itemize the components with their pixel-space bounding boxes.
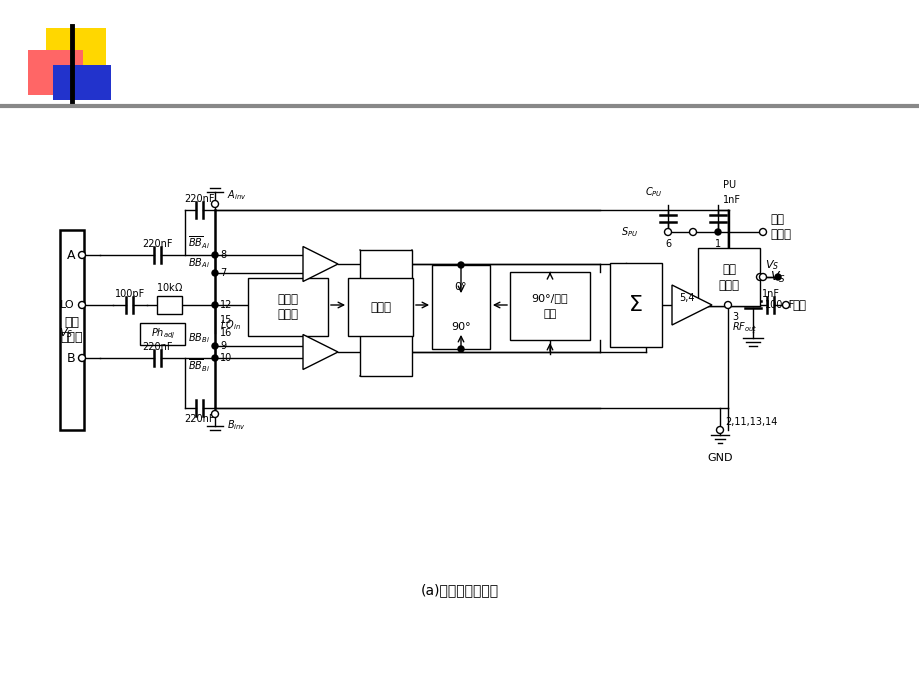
- Text: $\overline{BB}_{Ai}$: $\overline{BB}_{Ai}$: [187, 235, 210, 251]
- Text: (a)电路原理方框图: (a)电路原理方框图: [421, 583, 498, 597]
- Circle shape: [782, 302, 789, 308]
- Text: GND: GND: [707, 453, 732, 463]
- Circle shape: [458, 262, 463, 268]
- Text: 耗模式: 耗模式: [718, 279, 739, 291]
- Circle shape: [664, 228, 671, 235]
- Text: $V_S$: $V_S$: [59, 326, 73, 340]
- Bar: [609, 263, 662, 347]
- Text: 100pF: 100pF: [115, 289, 145, 299]
- Circle shape: [78, 302, 85, 308]
- Text: 低功: 低功: [721, 262, 735, 275]
- Bar: [509, 272, 589, 340]
- Text: 2,11,13,14: 2,11,13,14: [724, 417, 777, 427]
- Text: 0°: 0°: [454, 282, 467, 292]
- Circle shape: [759, 273, 766, 281]
- Text: 低功
耗模式: 低功 耗模式: [769, 213, 790, 241]
- Text: $BB_{Bi}$: $BB_{Bi}$: [187, 331, 210, 345]
- Bar: [359, 250, 412, 296]
- Text: 9: 9: [220, 341, 226, 351]
- Text: $S_{PU}$: $S_{PU}$: [620, 225, 637, 239]
- Text: 1nF: 1nF: [761, 289, 779, 299]
- Text: $C_{PU}$: $C_{PU}$: [644, 185, 663, 199]
- Text: B: B: [66, 351, 75, 364]
- Circle shape: [211, 355, 218, 361]
- Text: PU: PU: [722, 180, 735, 190]
- Circle shape: [716, 426, 722, 433]
- Polygon shape: [302, 335, 337, 370]
- Text: 12: 12: [220, 300, 233, 310]
- Text: 220nF: 220nF: [142, 342, 173, 352]
- Text: LO: LO: [61, 300, 75, 310]
- Polygon shape: [302, 246, 337, 282]
- Text: 3: 3: [732, 312, 737, 322]
- Circle shape: [724, 302, 731, 308]
- Text: 环路: 环路: [543, 309, 556, 319]
- Text: A: A: [66, 248, 75, 262]
- Text: $RF_{out}$: $RF_{out}$: [732, 320, 757, 334]
- Text: $LO_{in}$: $LO_{in}$: [220, 318, 241, 332]
- Bar: [157, 296, 182, 314]
- Text: 100nF: 100nF: [765, 299, 794, 310]
- Text: 220nF: 220nF: [142, 239, 173, 249]
- Circle shape: [458, 346, 463, 352]
- Text: 10k$\Omega$: 10k$\Omega$: [156, 281, 183, 293]
- Text: 10: 10: [220, 353, 232, 363]
- Text: Ph$_{adj}$: Ph$_{adj}$: [151, 327, 176, 341]
- Text: 基带
处理器: 基带 处理器: [61, 316, 83, 344]
- Text: $V_S$: $V_S$: [769, 270, 785, 284]
- Bar: [53, 65, 111, 100]
- Text: 220nF: 220nF: [185, 414, 215, 424]
- Text: $BB_{Ai}$: $BB_{Ai}$: [187, 256, 210, 270]
- Text: $B_{inv}$: $B_{inv}$: [227, 418, 245, 432]
- Text: Σ: Σ: [629, 295, 642, 315]
- Circle shape: [774, 274, 780, 280]
- Bar: [359, 332, 412, 376]
- Text: 6: 6: [664, 239, 670, 249]
- Bar: [248, 278, 328, 336]
- Text: 15: 15: [220, 315, 233, 325]
- Text: 220nF: 220nF: [185, 194, 215, 204]
- Bar: [60, 230, 84, 430]
- Text: 90°: 90°: [450, 322, 471, 332]
- Circle shape: [211, 343, 218, 349]
- Bar: [347, 278, 413, 336]
- Circle shape: [211, 252, 218, 258]
- Text: $A_{inv}$: $A_{inv}$: [227, 188, 246, 202]
- Text: 输出: 输出: [791, 299, 805, 311]
- Circle shape: [211, 302, 218, 308]
- Circle shape: [714, 229, 720, 235]
- Bar: [28, 50, 83, 95]
- Circle shape: [759, 228, 766, 235]
- Bar: [698, 248, 759, 306]
- Text: 90°/控制: 90°/控制: [531, 293, 568, 303]
- Text: 倍频器: 倍频器: [369, 301, 391, 313]
- Text: 5,4: 5,4: [679, 293, 694, 303]
- Circle shape: [78, 355, 85, 362]
- Text: $V_S$: $V_S$: [764, 258, 778, 272]
- Circle shape: [211, 411, 219, 417]
- Polygon shape: [671, 285, 711, 325]
- Text: $\overline{BB}_{Bi}$: $\overline{BB}_{Bi}$: [187, 358, 210, 374]
- Circle shape: [211, 201, 219, 208]
- Circle shape: [688, 228, 696, 235]
- Text: 8: 8: [220, 250, 226, 260]
- Circle shape: [78, 251, 85, 259]
- Text: 16: 16: [220, 328, 232, 338]
- Text: 1nF: 1nF: [722, 195, 740, 205]
- Circle shape: [755, 273, 763, 281]
- Text: 7: 7: [220, 268, 226, 278]
- Circle shape: [211, 270, 218, 276]
- Text: 1: 1: [714, 239, 720, 249]
- Bar: [140, 323, 185, 345]
- Text: 占空比
再生器: 占空比 再生器: [278, 293, 298, 321]
- Bar: [432, 265, 490, 349]
- Bar: [46, 28, 106, 80]
